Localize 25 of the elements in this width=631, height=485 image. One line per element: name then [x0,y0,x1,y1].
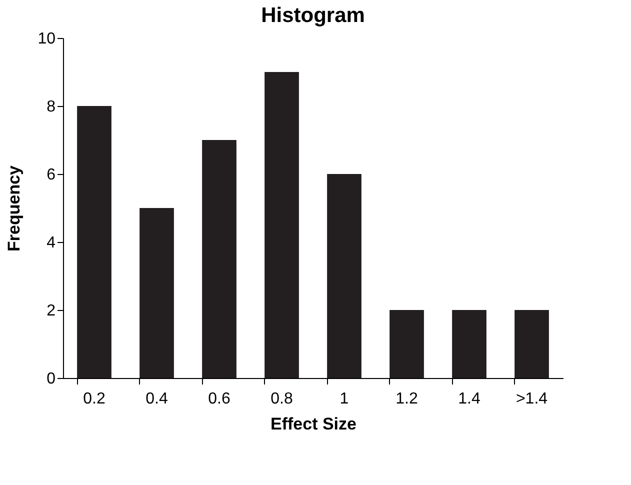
x-tick-label: >1.4 [516,390,548,408]
bar [390,310,424,378]
y-tick-label: 0 [46,370,56,388]
bar [327,174,362,378]
x-tick-label: 0.6 [208,390,230,408]
x-tick-label: 1.4 [458,390,480,408]
x-tick-label: 0.2 [83,390,106,408]
chart-title: Histogram [261,4,365,27]
y-tick-label: 6 [46,166,56,184]
bar [202,140,236,378]
x-tick-label: 1.2 [396,390,418,408]
y-tick-label: 2 [46,302,56,320]
bar [452,310,486,378]
x-tick-label: 0.4 [146,390,168,408]
bar [140,208,174,378]
x-tick-label: 1 [340,390,349,408]
x-axis-title: Effect Size [270,414,356,434]
x-tick-label: 0.8 [270,390,293,408]
y-tick-label: 10 [38,30,56,48]
bar [264,72,299,378]
bar [514,310,549,378]
y-tick-label: 8 [46,98,56,116]
y-tick-label: 4 [46,234,56,252]
y-axis-title: Frequency [4,164,24,252]
bar [77,106,112,378]
